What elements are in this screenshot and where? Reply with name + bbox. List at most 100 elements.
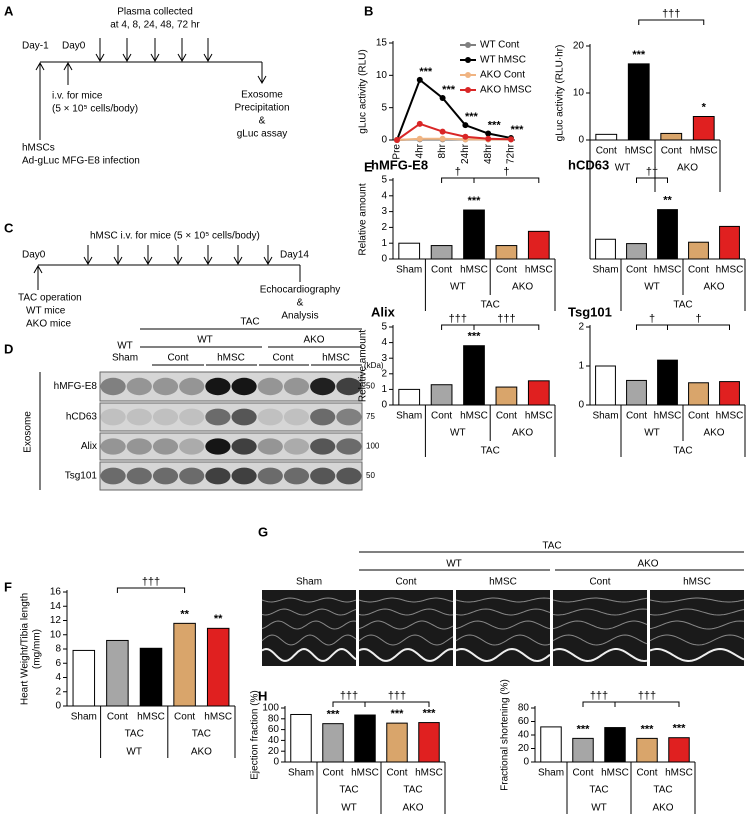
y-tick-label: 2 bbox=[381, 368, 387, 379]
label: WT mice bbox=[26, 306, 66, 317]
bar bbox=[290, 713, 312, 763]
echo-trace bbox=[358, 648, 453, 662]
significance: *** bbox=[577, 723, 591, 735]
x-tick-label: Cont bbox=[496, 411, 517, 422]
x-tick-label: hMSC bbox=[415, 768, 443, 779]
blot-header: TAC WT AKO Cont hMSC Cont hMSC WT Sham E… bbox=[23, 317, 384, 490]
blot-band bbox=[152, 467, 179, 485]
blot-band bbox=[257, 408, 283, 426]
y-tick-label: 6 bbox=[55, 658, 61, 669]
group-label: AKO bbox=[512, 282, 533, 293]
y-tick-label: 0 bbox=[578, 400, 584, 411]
echo-trace bbox=[552, 647, 648, 663]
group-label: AKO bbox=[703, 428, 724, 439]
x-tick-label: Sham bbox=[71, 712, 97, 723]
echo-trace bbox=[358, 634, 454, 646]
bar bbox=[540, 726, 562, 763]
x-tick-label: 24hr bbox=[460, 143, 471, 164]
y-tick-label: 3 bbox=[381, 353, 387, 364]
bracket bbox=[364, 701, 430, 707]
timeline-a: Day-1 Day0 Plasma collected at 4, 8, 24,… bbox=[22, 7, 290, 167]
bracket bbox=[441, 324, 475, 330]
group-label: AKO bbox=[703, 282, 724, 293]
bracket-label: ††† bbox=[388, 690, 406, 702]
blot-band bbox=[152, 408, 179, 426]
blot-band bbox=[179, 467, 205, 485]
label: i.v. for mice bbox=[52, 91, 103, 102]
bar bbox=[322, 723, 344, 763]
group-label: WT bbox=[126, 747, 142, 758]
significance: *** bbox=[465, 111, 479, 123]
bar bbox=[595, 365, 616, 406]
blot-band bbox=[179, 408, 205, 426]
blot-band bbox=[283, 467, 310, 485]
legend-label: WT hMSC bbox=[480, 55, 526, 66]
bracket bbox=[638, 19, 705, 25]
x-tick-label: hMSC bbox=[525, 411, 553, 422]
x-tick-label: Cont bbox=[661, 146, 682, 157]
x-tick-label: hMSC bbox=[460, 265, 488, 276]
significance: * bbox=[702, 101, 707, 113]
bar bbox=[604, 727, 626, 763]
echo-header: TAC WT AKO bbox=[359, 541, 744, 571]
y-tick-label: 20 bbox=[573, 41, 585, 52]
bar bbox=[657, 209, 678, 260]
panel-label: E bbox=[364, 159, 373, 174]
group-label: TAC bbox=[192, 729, 211, 740]
echo-trace bbox=[455, 597, 551, 603]
bracket bbox=[332, 701, 366, 707]
y-axis-label: Relative amount bbox=[358, 183, 369, 255]
y-tick-label: 2 bbox=[578, 322, 584, 333]
bracket-label: † bbox=[695, 313, 701, 325]
y-tick-label: 0 bbox=[381, 254, 387, 265]
legend-marker bbox=[465, 87, 471, 93]
bar bbox=[595, 133, 618, 141]
x-tick-label: hMSC bbox=[654, 265, 682, 276]
bar bbox=[527, 380, 550, 406]
y-axis-label: (mg/mm) bbox=[32, 629, 43, 669]
y-tick-label: 1 bbox=[381, 384, 387, 395]
y-tick-label: 10 bbox=[50, 629, 62, 640]
significance: *** bbox=[673, 723, 687, 735]
x-tick-label: hMSC bbox=[351, 768, 379, 779]
echo-trace bbox=[261, 620, 357, 630]
arrow bbox=[35, 61, 45, 140]
bar bbox=[106, 639, 129, 707]
bracket-label: ††† bbox=[497, 313, 515, 325]
echo-trace bbox=[455, 608, 551, 616]
bar bbox=[463, 209, 485, 260]
legend-marker bbox=[465, 72, 471, 78]
blot-band bbox=[126, 377, 152, 396]
blot-band bbox=[126, 438, 152, 455]
bracket-label: ††† bbox=[638, 690, 656, 702]
data-point bbox=[485, 135, 492, 142]
lane-label: hMSC bbox=[683, 577, 711, 588]
y-axis-label: Heart Weight/Tibia length bbox=[20, 593, 31, 705]
x-tick-label: Sham bbox=[288, 768, 314, 779]
bar bbox=[636, 737, 658, 763]
label: & bbox=[259, 116, 266, 127]
lane-label: Cont bbox=[395, 577, 416, 588]
panel-label: F bbox=[4, 579, 12, 594]
significance: *** bbox=[511, 124, 525, 136]
blot-band bbox=[310, 438, 336, 455]
label: AKO bbox=[303, 335, 324, 346]
group-label: TAC bbox=[673, 300, 692, 311]
bar bbox=[354, 714, 376, 763]
y-tick-label: 5 bbox=[381, 175, 387, 186]
lane-label: Cont bbox=[589, 577, 610, 588]
y-tick-label: 2 bbox=[55, 686, 61, 697]
x-tick-label: 4hr bbox=[414, 143, 425, 158]
y-tick-label: 80 bbox=[268, 713, 280, 724]
bracket-label: ††† bbox=[590, 690, 608, 702]
bar bbox=[398, 388, 421, 406]
x-tick-label: hMSC bbox=[716, 265, 744, 276]
label: TAC operation bbox=[18, 293, 82, 304]
x-tick-label: Cont bbox=[496, 265, 517, 276]
bracket-label: † bbox=[455, 166, 461, 178]
group-label: AKO bbox=[512, 428, 533, 439]
label: Precipitation bbox=[234, 103, 289, 114]
x-tick-label: Cont bbox=[431, 265, 452, 276]
lane-label: Sham bbox=[296, 577, 322, 588]
y-tick-label: 16 bbox=[50, 587, 62, 598]
